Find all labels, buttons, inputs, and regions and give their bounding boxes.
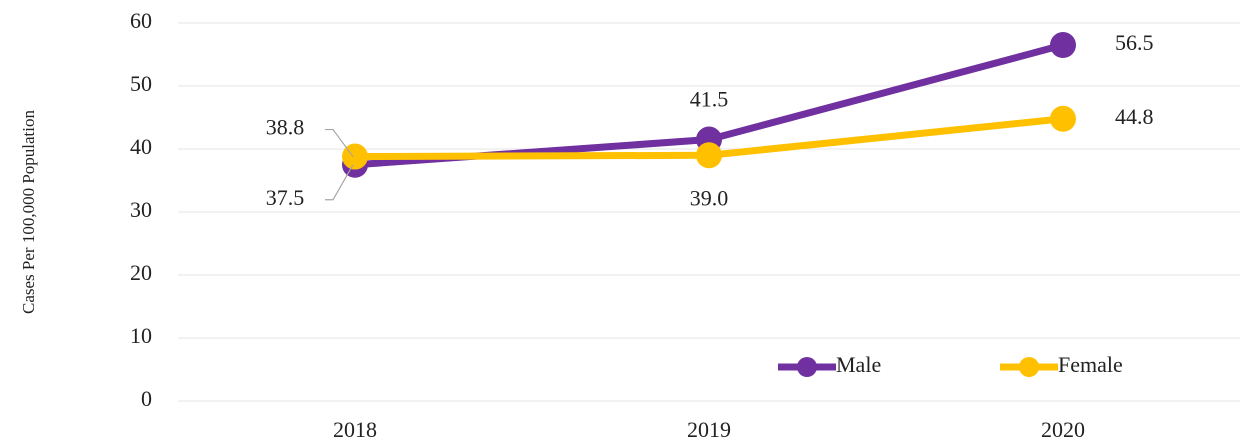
data-label: 37.5 — [266, 185, 305, 210]
x-tick-label: 2018 — [333, 417, 377, 442]
leader-line — [325, 164, 354, 201]
y-tick-label: 40 — [130, 134, 152, 159]
legend-marker — [797, 357, 817, 377]
marker — [1050, 105, 1076, 132]
legend-marker — [1019, 357, 1039, 377]
x-tick-label: 2019 — [687, 417, 731, 442]
y-axis-label: Cases Per 100,000 Population — [19, 110, 38, 314]
y-tick-label: 10 — [130, 323, 152, 348]
data-label: 56.5 — [1115, 30, 1154, 55]
y-tick-label: 50 — [130, 71, 152, 96]
data-label: 38.8 — [266, 115, 305, 140]
data-label: 39.0 — [690, 185, 729, 210]
y-tick-label: 60 — [130, 8, 152, 33]
y-tick-label: 30 — [130, 197, 152, 222]
marker — [696, 142, 722, 169]
data-label: 41.5 — [690, 87, 729, 112]
y-tick-label: 20 — [130, 260, 152, 285]
legend-label: Female — [1058, 352, 1123, 377]
marker — [1050, 32, 1076, 59]
data-label: 44.8 — [1115, 104, 1154, 129]
x-tick-label: 2020 — [1041, 417, 1085, 442]
legend-label: Male — [836, 352, 881, 377]
leader-line — [325, 128, 354, 157]
y-tick-label: 0 — [141, 386, 152, 411]
